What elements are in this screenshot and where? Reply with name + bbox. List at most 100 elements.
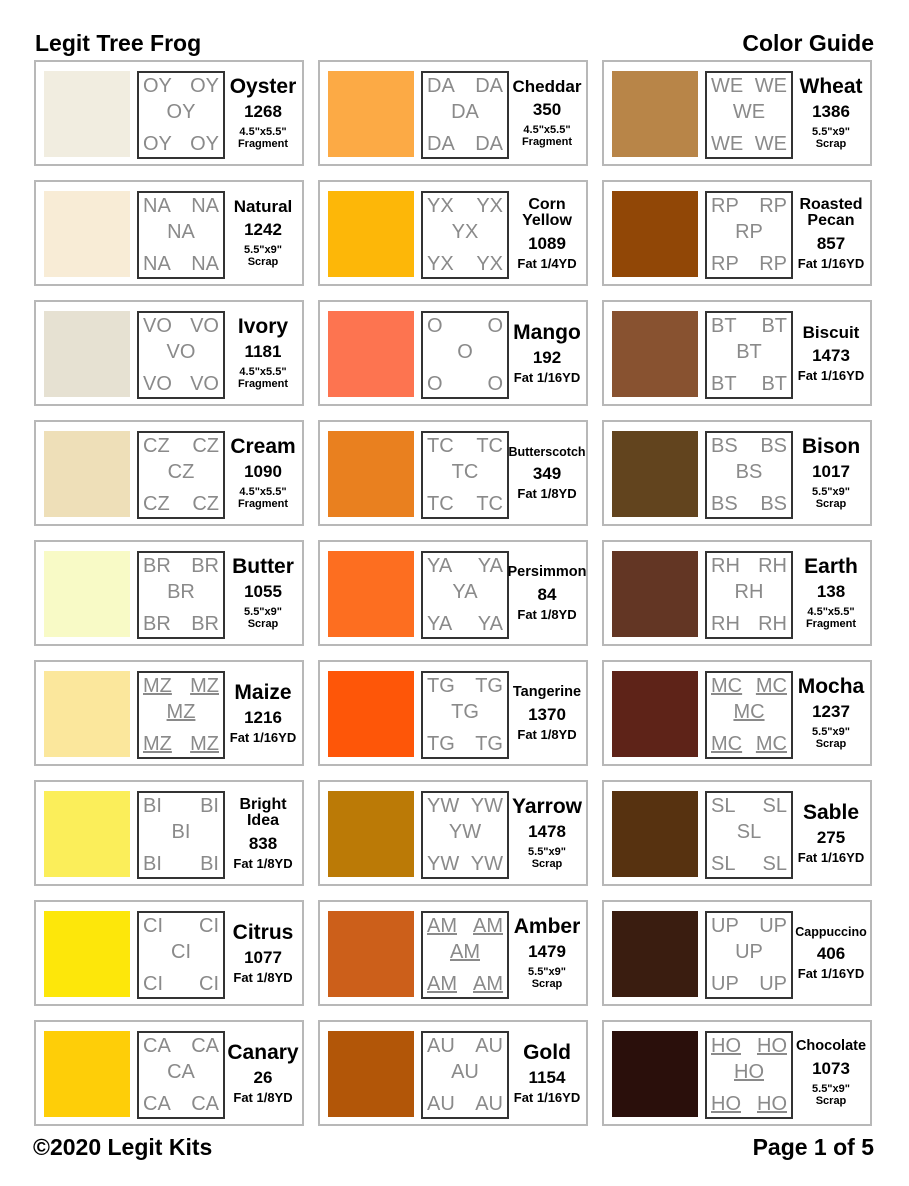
color-info: Maize 1216 Fat 1/16YD xyxy=(224,662,302,764)
size-line: Scrap xyxy=(247,256,279,268)
color-name: Roasted Pecan xyxy=(799,195,863,229)
color-card: BT BT BT BT BT Biscuit 1473 Fat 1/16YD xyxy=(602,300,872,406)
fabric-code: BI xyxy=(200,853,219,875)
fabric-code: CZ xyxy=(143,493,170,515)
fabric-code: CZ xyxy=(192,435,219,457)
color-name: Butter xyxy=(232,555,294,578)
fabric-code: BT xyxy=(711,315,737,337)
size-line: 4.5"x5.5" xyxy=(807,606,855,618)
color-name: Sable xyxy=(802,801,860,824)
fabric-code: TC xyxy=(427,493,454,515)
color-swatch xyxy=(328,71,414,157)
size-line: Fragment xyxy=(521,136,573,148)
color-info: Chocolate 1073 5.5"x9" Scrap xyxy=(792,1022,870,1124)
color-card: BI BI BI BI BI Bright Idea 838 Fat 1/8YD xyxy=(34,780,304,886)
fabric-code: HO xyxy=(711,1093,741,1115)
code-box: MC MC MC MC MC xyxy=(705,671,793,759)
color-name: Tangerine xyxy=(512,684,582,701)
fabric-code: DA xyxy=(475,133,503,155)
fabric-code: VO xyxy=(190,315,219,337)
color-card: DA DA DA DA DA Cheddar 350 4.5"x5.5" Fragment xyxy=(318,60,588,166)
color-number: 1089 xyxy=(528,233,566,253)
code-box: CZ CZ CZ CZ CZ xyxy=(137,431,225,519)
fabric-code: MC xyxy=(711,733,743,755)
fabric-code: YA xyxy=(477,613,503,635)
fabric-code: OY xyxy=(166,101,196,123)
color-card: YW YW YW YW YW Yarrow 1478 5.5"x9" Scrap xyxy=(318,780,588,886)
size-line: 5.5"x9" xyxy=(528,846,566,858)
fabric-code: YW xyxy=(427,795,460,817)
fabric-code: TC xyxy=(476,493,503,515)
code-box: CA CA CA CA CA xyxy=(137,1031,225,1119)
color-name: Cheddar xyxy=(512,77,582,96)
fabric-code: RP xyxy=(711,253,739,275)
color-name: Mango xyxy=(513,321,581,344)
fabric-code: TG xyxy=(451,701,479,723)
color-swatch xyxy=(328,911,414,997)
size-line: Fat 1/8YD xyxy=(233,855,293,871)
code-box: BR BR BR BR BR xyxy=(137,551,225,639)
color-info: Cheddar 350 4.5"x5.5" Fragment xyxy=(508,62,586,164)
color-name: Wheat xyxy=(799,75,863,98)
color-info: Bright Idea 838 Fat 1/8YD xyxy=(224,782,302,884)
fabric-code: YA xyxy=(452,581,478,603)
code-box: VO VO VO VO VO xyxy=(137,311,225,399)
size-label: Fat 1/8YD xyxy=(517,728,576,741)
fabric-code: BT xyxy=(736,341,762,363)
color-card: YX YX YX YX YX Corn Yellow 1089 Fat 1/4YD xyxy=(318,180,588,286)
size-line: 4.5"x5.5" xyxy=(523,124,571,136)
color-card: SL SL SL SL SL Sable 275 Fat 1/16YD xyxy=(602,780,872,886)
fabric-code: NA xyxy=(167,221,195,243)
color-number: 1386 xyxy=(812,102,850,121)
size-line: 5.5"x9" xyxy=(812,126,850,138)
code-box: BT BT BT BT BT xyxy=(705,311,793,399)
size-line: Scrap xyxy=(815,738,847,750)
fabric-code: CA xyxy=(167,1061,195,1083)
fabric-code: MC xyxy=(755,733,787,755)
fabric-code: MC xyxy=(711,675,743,697)
fabric-code: RH xyxy=(734,581,764,603)
color-number: 26 xyxy=(253,1068,273,1087)
fabric-code: AU xyxy=(427,1093,455,1115)
fabric-code: CA xyxy=(191,1093,219,1115)
size-label: 4.5"x5.5" Fragment xyxy=(238,486,288,510)
color-number: 84 xyxy=(537,584,557,604)
fabric-code: UP xyxy=(759,915,787,937)
color-name: Biscuit xyxy=(802,323,860,342)
color-info: Persimmon 84 Fat 1/8YD xyxy=(507,542,587,644)
fabric-code: BR xyxy=(167,581,195,603)
color-card: WE WE WE WE WE Wheat 1386 5.5"x9" Scrap xyxy=(602,60,872,166)
color-name: Mocha xyxy=(797,675,865,698)
fabric-code: TG xyxy=(475,675,503,697)
color-card: AU AU AU AU AU Gold 1154 Fat 1/16YD xyxy=(318,1020,588,1126)
color-swatch xyxy=(44,1031,130,1117)
fabric-code: O xyxy=(457,341,473,363)
size-line: Scrap xyxy=(531,978,563,990)
fabric-code: BR xyxy=(191,555,219,577)
fabric-code: AM xyxy=(427,915,457,937)
fabric-code: CA xyxy=(143,1093,171,1115)
color-number: 1479 xyxy=(528,942,566,961)
fabric-code: DA xyxy=(427,133,455,155)
fabric-code: YX xyxy=(476,195,503,217)
color-swatch xyxy=(612,71,698,157)
color-name: Citrus xyxy=(232,921,294,944)
fabric-code: BS xyxy=(735,461,763,483)
fabric-code: DA xyxy=(451,101,479,123)
size-line: Fat 1/16YD xyxy=(797,965,865,981)
fabric-code: RH xyxy=(758,613,787,635)
size-label: 5.5"x9" Scrap xyxy=(812,726,850,750)
fabric-code: O xyxy=(427,315,443,337)
fabric-code: CA xyxy=(143,1035,171,1057)
color-number: 1216 xyxy=(244,708,282,727)
fabric-code: AM xyxy=(473,915,503,937)
fabric-code: TC xyxy=(476,435,503,457)
size-line: Fat 1/8YD xyxy=(233,1090,293,1105)
color-number: 1077 xyxy=(244,948,282,967)
color-name: Persimmon xyxy=(507,564,587,581)
color-info: Canary 26 Fat 1/8YD xyxy=(224,1022,302,1124)
fabric-code: NA xyxy=(191,195,219,217)
color-name: Cream xyxy=(230,435,296,458)
fabric-code: HO xyxy=(734,1061,764,1083)
color-info: Cappuccino 406 Fat 1/16YD xyxy=(792,902,870,1004)
